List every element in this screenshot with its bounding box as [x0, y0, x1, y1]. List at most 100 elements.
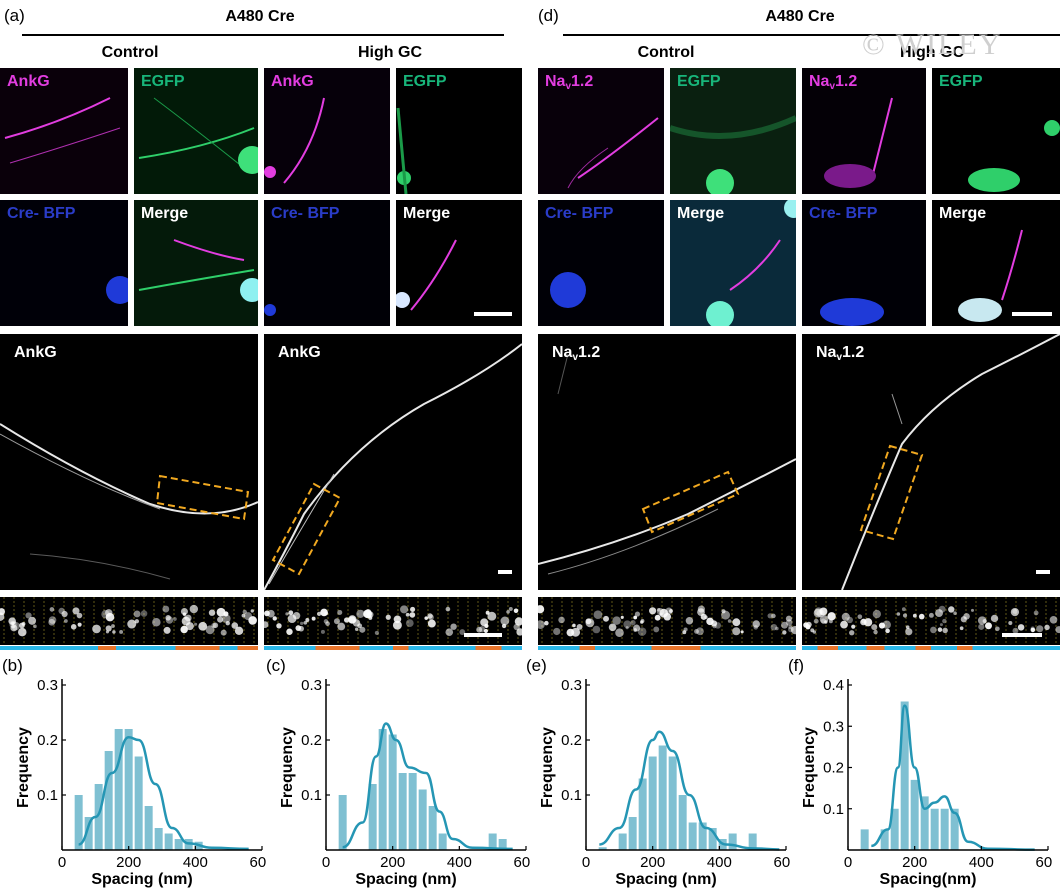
strip-signal-spot	[111, 624, 115, 628]
histogram-bar	[94, 784, 103, 850]
strip-signal-spot	[813, 618, 819, 624]
tile-nav12-control: Nav1.2	[538, 68, 664, 194]
strip-signal-spot	[392, 620, 402, 630]
y-tick-label: 0.1	[37, 787, 58, 804]
strip-signal-spot	[476, 626, 483, 633]
tile-ankg-highgc: AnkG	[264, 68, 390, 194]
tile-crebfp-highgc: Cre- BFP	[264, 200, 390, 326]
histogram-bar	[688, 822, 697, 850]
strip-signal-spot	[805, 625, 810, 630]
strip-signal-spot	[942, 618, 947, 624]
histogram-bar	[124, 729, 133, 850]
strip-signal-spot	[513, 623, 520, 631]
strip-signal-spot	[272, 616, 277, 621]
tile-label: Nav1.2	[809, 73, 858, 92]
x-tick-label: 400	[183, 854, 208, 871]
strip-signal-spot	[970, 608, 974, 612]
histogram-bar	[368, 784, 377, 850]
strip-signal-spot	[320, 629, 325, 634]
strip-signal-spot	[427, 619, 436, 628]
strip-signal-spot	[857, 614, 863, 620]
y-axis-label: Frequency	[801, 727, 818, 808]
tile-crebfp-control: Cre- BFP	[0, 200, 128, 326]
superres-label: AnkG	[14, 344, 57, 361]
strip-signal-spot	[901, 607, 906, 612]
strip-signal-spot	[553, 627, 561, 636]
strip-signal-spot	[1044, 624, 1050, 631]
strip-signal-spot	[704, 615, 708, 620]
histogram-bar	[144, 806, 153, 850]
strip-signal-spot	[592, 625, 601, 634]
strip-signal-spot	[205, 625, 215, 635]
tile-label: EGFP	[939, 73, 983, 90]
strip-signal-spot	[978, 623, 985, 630]
tile-merge-highgc-right: Merge	[932, 200, 1060, 326]
strip-signal-spot	[538, 620, 545, 629]
strip-signal-spot	[514, 617, 522, 626]
strip-signal-spot	[162, 605, 170, 613]
strip-signal-spot	[264, 621, 269, 628]
strip-signal-spot	[810, 628, 815, 633]
strip-signal-spot	[1012, 608, 1018, 614]
strip-signal-spot	[612, 616, 621, 625]
strip-signal-spot	[194, 622, 198, 626]
strip-signal-spot	[824, 620, 828, 624]
strip-signal-spot	[450, 623, 457, 630]
strip-signal-spot	[732, 618, 741, 627]
histogram-bar	[84, 817, 93, 850]
histogram-bar	[648, 756, 657, 850]
y-tick-label: 0.3	[37, 677, 58, 694]
strip-signal-spot	[483, 628, 488, 633]
strip-signal-spot	[767, 613, 773, 619]
strip-signal-spot	[303, 620, 308, 625]
strip-signal-spot	[217, 616, 224, 623]
histogram-bar	[880, 829, 889, 850]
histogram-bar	[678, 795, 687, 850]
strip-signal-spot	[343, 617, 350, 623]
strip-signal-spot	[445, 628, 454, 636]
strip-signal-spot	[348, 616, 356, 624]
histogram-bar	[418, 789, 427, 850]
tile-crebfp-control-right: Cre- BFP	[538, 200, 664, 326]
strip-signal-spot	[288, 610, 294, 616]
strip-signal-spot	[385, 614, 391, 620]
strip-signal-spot	[963, 613, 970, 620]
strip-signal-spot	[902, 613, 908, 618]
tile-egfp-highgc: EGFP	[396, 68, 522, 194]
strip-signal-spot	[424, 616, 429, 620]
strip-signal-spot	[165, 616, 174, 624]
y-tick-label: 0.3	[301, 677, 322, 694]
strip-signal-spot	[316, 611, 322, 616]
strip-signal-spot	[58, 607, 65, 615]
strip-signal-spot	[181, 616, 191, 626]
superres-ankg-control: AnkG	[0, 334, 258, 590]
strip-signal-spot	[276, 623, 282, 629]
strip-signal-spot	[250, 609, 254, 613]
strip-signal-spot	[105, 625, 112, 632]
x-axis-label: Spacing(nm)	[880, 871, 977, 888]
strip-signal-spot	[1049, 615, 1058, 624]
strip-signal-spot	[685, 617, 694, 625]
strip-signal-spot	[633, 615, 638, 620]
strip-signal-spot	[863, 618, 873, 627]
strip-signal-spot	[630, 620, 636, 626]
strip-signal-spot	[405, 612, 410, 617]
strip-signal-spot	[516, 628, 522, 636]
tile-merge-control-right: Merge	[670, 200, 796, 326]
strip-signal-spot	[953, 611, 957, 615]
strip-signal-spot	[782, 630, 787, 635]
histogram-bar	[628, 817, 637, 850]
strip-signal-spot	[935, 609, 943, 617]
strip-signal-spot	[77, 622, 82, 627]
strip-signal-spot	[286, 628, 293, 635]
histogram-bar	[164, 833, 173, 850]
strip-signal-spot	[487, 611, 497, 621]
tile-label: Cre- BFP	[545, 205, 614, 222]
strip-signal-spot	[112, 630, 116, 634]
panel-label-d: (d)	[538, 6, 559, 25]
zoom-strip-right-control	[538, 597, 796, 645]
strip-signal-spot	[615, 628, 624, 638]
tile-label: Nav1.2	[545, 73, 594, 92]
histogram-bar	[104, 751, 113, 850]
